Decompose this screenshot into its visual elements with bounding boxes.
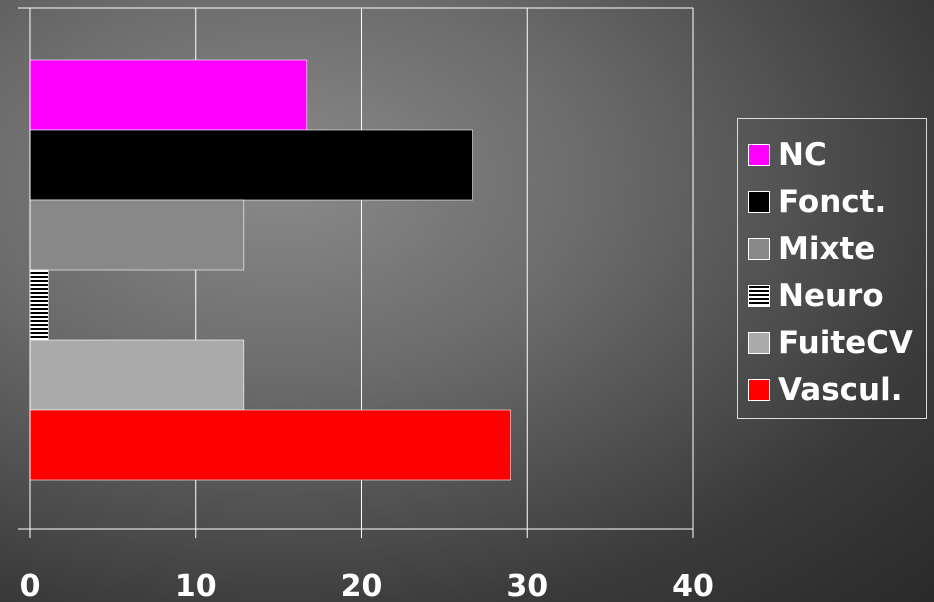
legend-item: Mixte xyxy=(748,225,926,272)
x-tick-label: 10 xyxy=(175,569,217,602)
legend-label: Vascul. xyxy=(778,371,903,408)
bar-neuro xyxy=(29,269,49,341)
legend-label: Neuro xyxy=(778,277,884,314)
legend-label: Fonct. xyxy=(778,183,887,220)
legend-label: FuiteCV xyxy=(778,324,913,361)
bars xyxy=(29,59,511,481)
legend: NC Fonct. Mixte Neuro FuiteCV Vascul. xyxy=(737,118,927,419)
x-tick-labels: 0 10 20 30 40 xyxy=(20,569,714,602)
x-tick-label: 0 xyxy=(20,569,41,602)
bar-vascul xyxy=(29,409,511,481)
bar-mixte xyxy=(29,199,245,271)
axes xyxy=(18,7,694,538)
legend-swatch xyxy=(748,378,770,401)
legend-swatch xyxy=(748,143,770,166)
legend-swatch xyxy=(748,237,770,260)
legend-label: NC xyxy=(778,136,827,173)
legend-item: NC xyxy=(748,131,926,178)
legend-swatch xyxy=(748,284,770,307)
legend-swatch xyxy=(748,190,770,213)
bar-nc xyxy=(29,59,308,131)
legend-item: FuiteCV xyxy=(748,319,926,366)
legend-item: Vascul. xyxy=(748,366,926,413)
legend-swatch xyxy=(748,331,770,354)
legend-item: Neuro xyxy=(748,272,926,319)
bar-fonct xyxy=(29,129,473,201)
bar-fuitecv xyxy=(29,339,245,411)
x-tick-label: 40 xyxy=(672,569,714,602)
legend-item: Fonct. xyxy=(748,178,926,225)
x-tick-label: 30 xyxy=(506,569,548,602)
x-tick-label: 20 xyxy=(341,569,383,602)
legend-label: Mixte xyxy=(778,230,876,267)
